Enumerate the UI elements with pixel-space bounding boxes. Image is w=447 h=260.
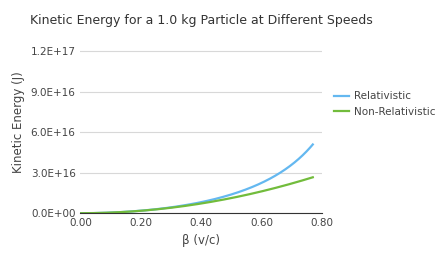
Non-Relativistic xyxy=(172,206,177,209)
Non-Relativistic xyxy=(263,189,269,192)
Relativistic xyxy=(259,181,264,184)
Title: Kinetic Energy for a 1.0 kg Particle at Different Speeds: Kinetic Energy for a 1.0 kg Particle at … xyxy=(30,14,372,27)
Relativistic xyxy=(263,179,269,182)
Relativistic xyxy=(78,212,83,215)
Non-Relativistic xyxy=(180,205,186,208)
Legend: Relativistic, Non-Relativistic: Relativistic, Non-Relativistic xyxy=(329,87,440,121)
Non-Relativistic xyxy=(259,190,264,193)
Non-Relativistic xyxy=(237,195,243,198)
X-axis label: β (v/c): β (v/c) xyxy=(182,234,220,247)
Non-Relativistic xyxy=(310,176,316,179)
Non-Relativistic xyxy=(78,212,83,215)
Relativistic xyxy=(180,204,186,207)
Relativistic xyxy=(172,205,177,209)
Relativistic xyxy=(310,143,316,146)
Line: Relativistic: Relativistic xyxy=(80,145,313,213)
Y-axis label: Kinetic Energy (J): Kinetic Energy (J) xyxy=(12,71,25,173)
Non-Relativistic xyxy=(101,211,107,214)
Relativistic xyxy=(101,211,107,214)
Relativistic xyxy=(237,190,243,193)
Line: Non-Relativistic: Non-Relativistic xyxy=(80,177,313,213)
